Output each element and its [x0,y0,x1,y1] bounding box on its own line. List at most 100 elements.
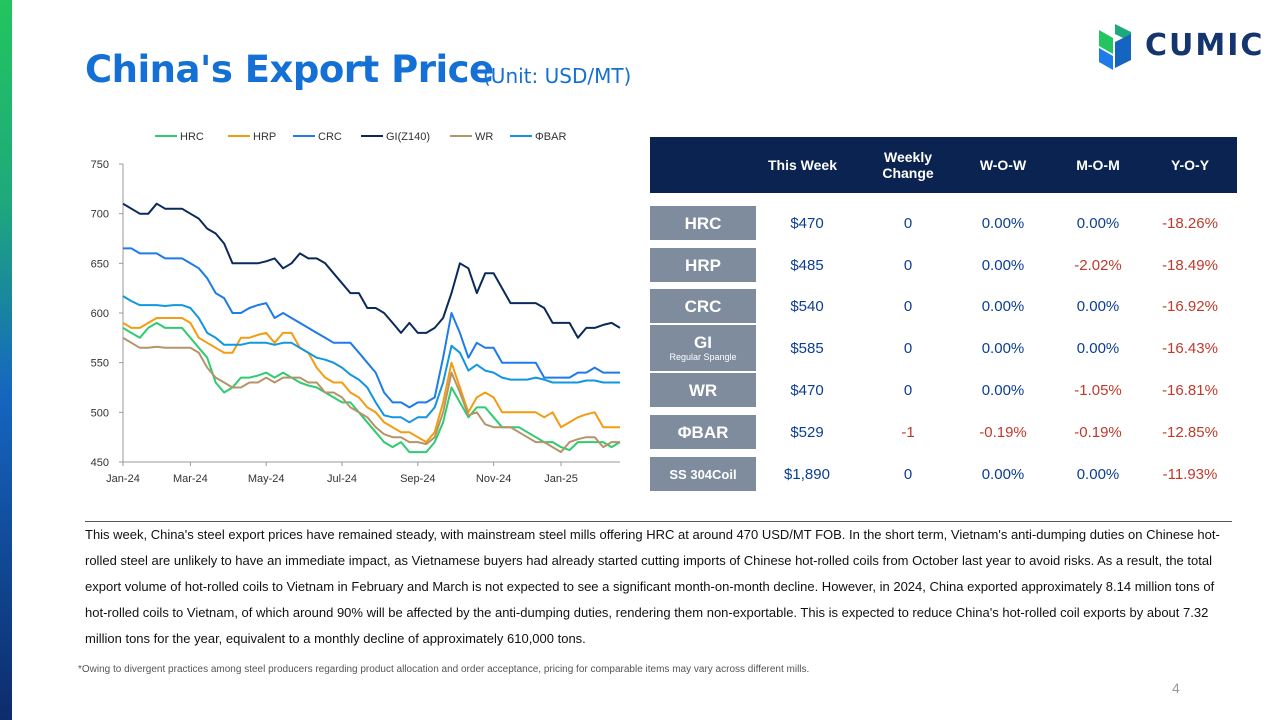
side-accent-bar [0,0,12,720]
cell-weekly-change: 0 [903,256,913,274]
row-label-text: ΦBAR [677,422,729,442]
row-label: HRC [650,206,756,240]
row-label-text: WR [688,380,718,400]
cell-mom: 0.00% [1076,465,1120,483]
cell-mom: 0.00% [1076,297,1120,315]
cell-yoy: -16.92% [1162,297,1218,315]
cell-yoy: -16.81% [1162,381,1218,399]
legend-label: WR [475,131,493,143]
table-row: HRP $485 0 0.00% -2.02% -18.49% [650,248,1237,282]
series-line-1 [122,317,620,444]
y-tick-label: 550 [91,358,109,370]
x-tick-label: Nov-24 [476,473,511,485]
col-this-week: This Week [768,156,837,173]
row-label-text: SS 304Coil [669,466,737,482]
cell-yoy: -12.85% [1162,423,1218,441]
col-wow: W-O-W [979,156,1027,173]
legend-label: HRC [180,131,204,143]
cell-wow: 0.00% [981,339,1025,357]
table-row: GI Regular Spangle $585 0 0.00% 0.00% -16.43% [650,325,1237,371]
cell-this-week: $470 [790,214,824,232]
cell-wow: 0.00% [981,381,1025,399]
y-tick-label: 750 [91,159,109,171]
unit-label: (Unit: USD/MT) [483,64,632,88]
section-divider [85,521,1232,522]
table-row: ΦBAR $529 -1 -0.19% -0.19% -12.85% [650,415,1237,449]
series-line-0 [122,321,621,454]
cell-wow: -0.19% [979,423,1027,441]
cell-wow: 0.00% [981,214,1025,232]
legend-label: ΦBAR [535,131,566,143]
cell-weekly-change: -1 [901,423,915,441]
x-tick-label: Sep-24 [400,473,435,485]
cell-this-week: $485 [790,256,824,274]
cell-weekly-change: 0 [903,214,913,232]
x-tick-label: May-24 [248,473,285,485]
cell-this-week: $529 [790,423,824,441]
x-tick-label: Jan-24 [106,473,140,485]
cell-weekly-change: 0 [903,465,913,483]
table-row: WR $470 0 0.00% -1.05% -16.81% [650,373,1237,407]
y-tick-label: 650 [91,258,109,270]
cell-weekly-change: 0 [903,339,913,357]
x-tick-label: Jul-24 [327,473,357,485]
table-header: This Week Weekly Change W-O-W M-O-M Y-O-… [650,137,1237,193]
y-tick-label: 450 [91,457,109,469]
row-label: SS 304Coil [650,457,756,491]
cell-yoy: -16.43% [1162,339,1218,357]
cell-mom: 0.00% [1076,339,1120,357]
cell-this-week: $470 [790,381,824,399]
footnote: *Owing to divergent practices among stee… [78,664,810,675]
cell-weekly-change: 0 [903,381,913,399]
export-price-chart: 450 500 550 600 650 700 750 Jan-24 Mar-24 May-24 J… [91,131,621,485]
cell-mom: -1.05% [1074,381,1122,399]
cumic-logo-icon [1099,24,1131,70]
row-label: HRP [650,248,756,282]
table-row: SS 304Coil $1,890 0 0.00% 0.00% -11.93% [650,457,1237,491]
legend-label: CRC [318,131,342,143]
cell-yoy: -18.49% [1162,256,1218,274]
commentary-paragraph: This week, China's steel export prices h… [85,527,1220,646]
x-tick-label: Jan-25 [544,473,578,485]
table-row: HRC $470 0 0.00% 0.00% -18.26% [650,206,1237,240]
y-tick-label: 600 [91,308,109,320]
row-sublabel: Regular Spangle [669,352,737,362]
cell-mom: -2.02% [1074,256,1122,274]
cell-wow: 0.00% [981,465,1025,483]
table-row: CRC $540 0 0.00% 0.00% -16.92% [650,289,1237,323]
row-label: ΦBAR [650,415,756,449]
cell-weekly-change: 0 [903,297,913,315]
row-label-text: HRP [685,255,721,275]
series-line-5 [122,295,620,424]
series-line-2 [123,247,620,409]
cell-mom: 0.00% [1076,214,1120,232]
legend-label: GI(Z140) [386,131,430,143]
page-number: 4 [1172,680,1180,696]
cell-yoy: -11.93% [1162,465,1218,483]
brand-logo: CUMIC [1095,20,1265,72]
x-tick-label: Mar-24 [173,473,208,485]
cell-this-week: $1,890 [784,465,830,483]
row-label: CRC [650,289,756,323]
col-yoy: Y-O-Y [1170,156,1210,173]
y-tick-label: 700 [91,209,109,221]
cell-yoy: -18.26% [1162,214,1218,232]
cell-this-week: $540 [790,297,824,315]
legend-label: HRP [253,131,276,143]
cell-mom: -0.19% [1074,423,1122,441]
col-weekly-change: Weekly Change [882,148,934,181]
page-title: China's Export Price [85,48,494,91]
row-label-text: CRC [684,296,722,316]
row-label: GI Regular Spangle [650,325,756,371]
brand-name: CUMIC [1145,28,1265,63]
cell-this-week: $585 [790,339,824,357]
cell-wow: 0.00% [981,256,1025,274]
y-tick-label: 500 [91,407,109,419]
row-label: WR [650,373,756,407]
series-line-3 [122,202,621,339]
series-line-4 [122,336,620,454]
cell-wow: 0.00% [981,297,1025,315]
row-label-text: HRC [684,213,722,233]
col-mom: M-O-M [1076,156,1120,173]
row-label-text: GI [694,333,712,352]
